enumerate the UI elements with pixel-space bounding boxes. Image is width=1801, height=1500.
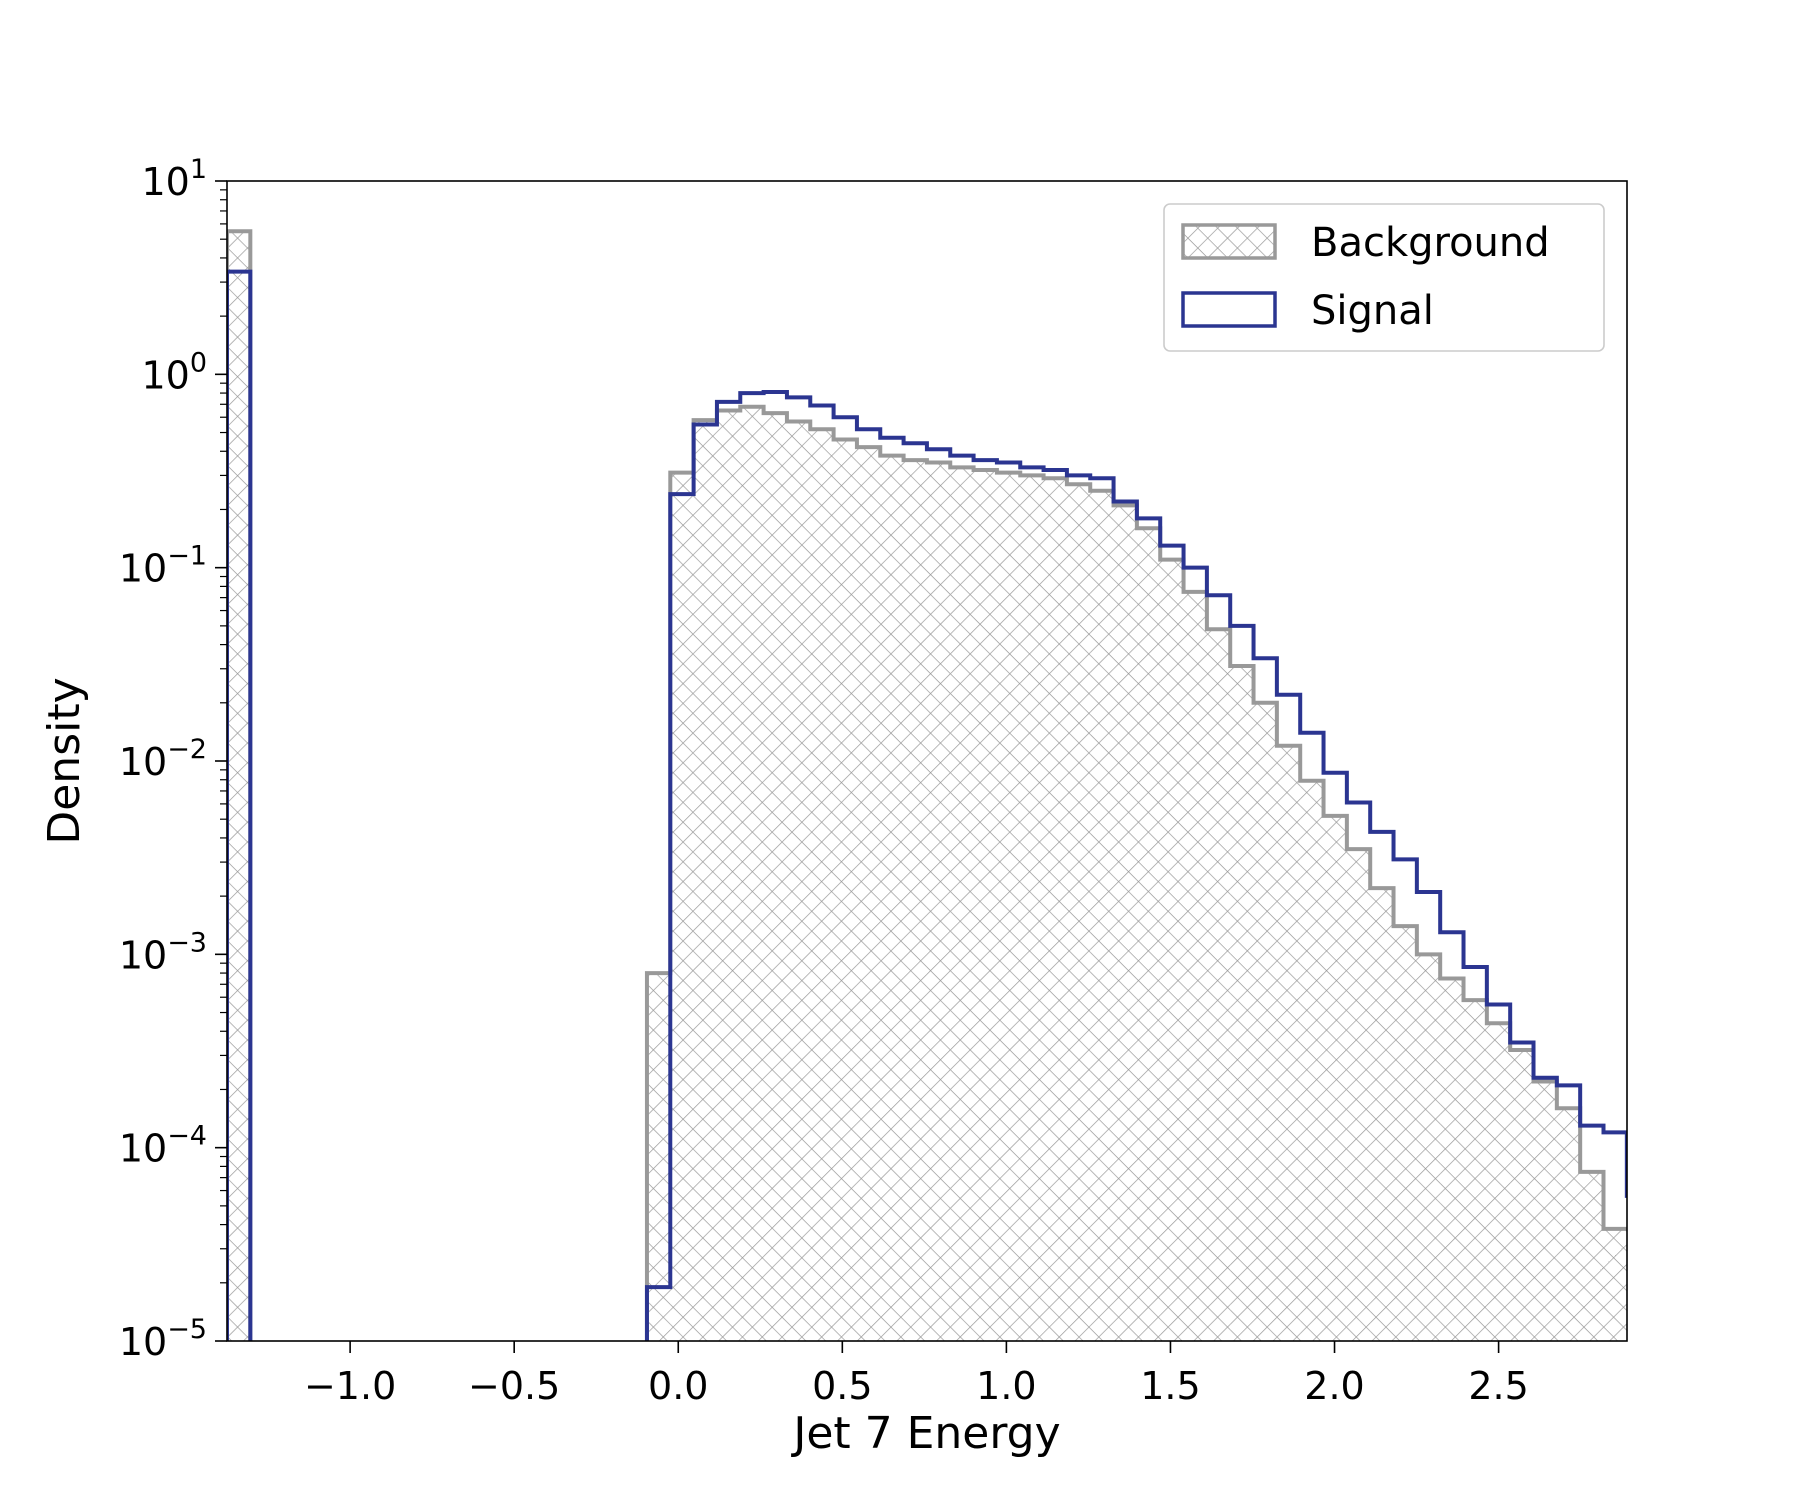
background-bar xyxy=(1463,1000,1487,1341)
background-outline xyxy=(227,229,1627,1341)
background-bar xyxy=(646,973,671,1341)
background-bar xyxy=(1230,666,1254,1341)
background-bar xyxy=(1416,954,1441,1341)
x-tick-label: 1.0 xyxy=(976,1364,1036,1408)
x-tick-label: 1.5 xyxy=(1140,1364,1200,1408)
background-bar xyxy=(1323,815,1347,1341)
background-bar xyxy=(903,460,927,1341)
background-bar xyxy=(1440,978,1464,1341)
legend-label-background: Background xyxy=(1311,220,1550,266)
background-bar xyxy=(1020,475,1044,1341)
background-bar xyxy=(227,231,251,1341)
background-bar xyxy=(693,420,717,1341)
background-bar xyxy=(1253,702,1277,1341)
background-bar xyxy=(1393,926,1417,1341)
background-bar xyxy=(1486,1023,1511,1341)
background-bar xyxy=(856,447,881,1341)
x-tick-label: 2.0 xyxy=(1304,1364,1364,1408)
background-bar xyxy=(763,413,787,1341)
y-axis: 10−5 10−4 10−3 10−2 10−1 100 101 xyxy=(119,154,227,1364)
y-tick-label: 10−3 xyxy=(119,927,207,977)
background-bar xyxy=(1113,505,1137,1341)
background-bar xyxy=(786,421,811,1341)
x-axis: −1.0 −0.5 0.0 0.5 1.0 1.5 2.0 2.5 xyxy=(304,1341,1529,1408)
background-bar xyxy=(926,462,951,1341)
background-bar xyxy=(716,410,741,1341)
background-bar xyxy=(1370,888,1394,1341)
x-tick-label: −0.5 xyxy=(468,1364,560,1408)
signal-series xyxy=(227,269,1627,1341)
y-tick-label: 10−1 xyxy=(119,541,207,591)
background-bar xyxy=(1160,559,1184,1341)
x-tick-label: 2.5 xyxy=(1468,1364,1528,1408)
plot-area xyxy=(227,229,1627,1341)
x-tick-label: −1.0 xyxy=(304,1364,396,1408)
x-tick-label: 0.0 xyxy=(648,1364,708,1408)
signal-outline xyxy=(227,269,1627,1341)
y-tick-label: 10−5 xyxy=(119,1314,207,1364)
background-bar xyxy=(1206,629,1231,1341)
legend-swatch-background xyxy=(1181,223,1277,260)
background-bar xyxy=(1510,1050,1534,1341)
background-bar xyxy=(1183,591,1207,1341)
y-tick-label: 10−4 xyxy=(119,1121,207,1171)
background-bar xyxy=(670,472,694,1341)
background-bar xyxy=(740,406,764,1341)
background-bar xyxy=(950,467,974,1341)
y-tick-label: 101 xyxy=(141,154,207,204)
background-bar xyxy=(1276,745,1301,1341)
background-bar xyxy=(880,455,904,1341)
background-series xyxy=(227,229,1627,1341)
background-bar xyxy=(810,429,834,1341)
background-bar xyxy=(1603,1228,1627,1341)
background-bar xyxy=(833,439,857,1341)
legend-swatch-signal xyxy=(1181,291,1277,328)
background-bar xyxy=(1300,780,1324,1341)
background-bar xyxy=(1043,478,1067,1341)
background-bar xyxy=(1346,849,1371,1341)
x-axis-label: Jet 7 Energy xyxy=(790,1408,1060,1459)
background-bar xyxy=(1136,528,1161,1341)
background-bar xyxy=(1066,484,1091,1341)
y-axis-label: Density xyxy=(39,677,90,844)
legend: Background Signal xyxy=(1163,203,1605,352)
background-bar xyxy=(1090,490,1114,1341)
background-bar xyxy=(1580,1171,1604,1341)
legend-label-signal: Signal xyxy=(1311,288,1434,334)
y-tick-label: 10−2 xyxy=(119,734,207,784)
background-bar xyxy=(1556,1108,1581,1341)
background-bar xyxy=(973,470,997,1341)
x-tick-label: 0.5 xyxy=(812,1364,872,1408)
y-tick-label: 100 xyxy=(141,347,207,397)
background-bar xyxy=(1533,1081,1557,1341)
background-bar xyxy=(996,472,1021,1341)
